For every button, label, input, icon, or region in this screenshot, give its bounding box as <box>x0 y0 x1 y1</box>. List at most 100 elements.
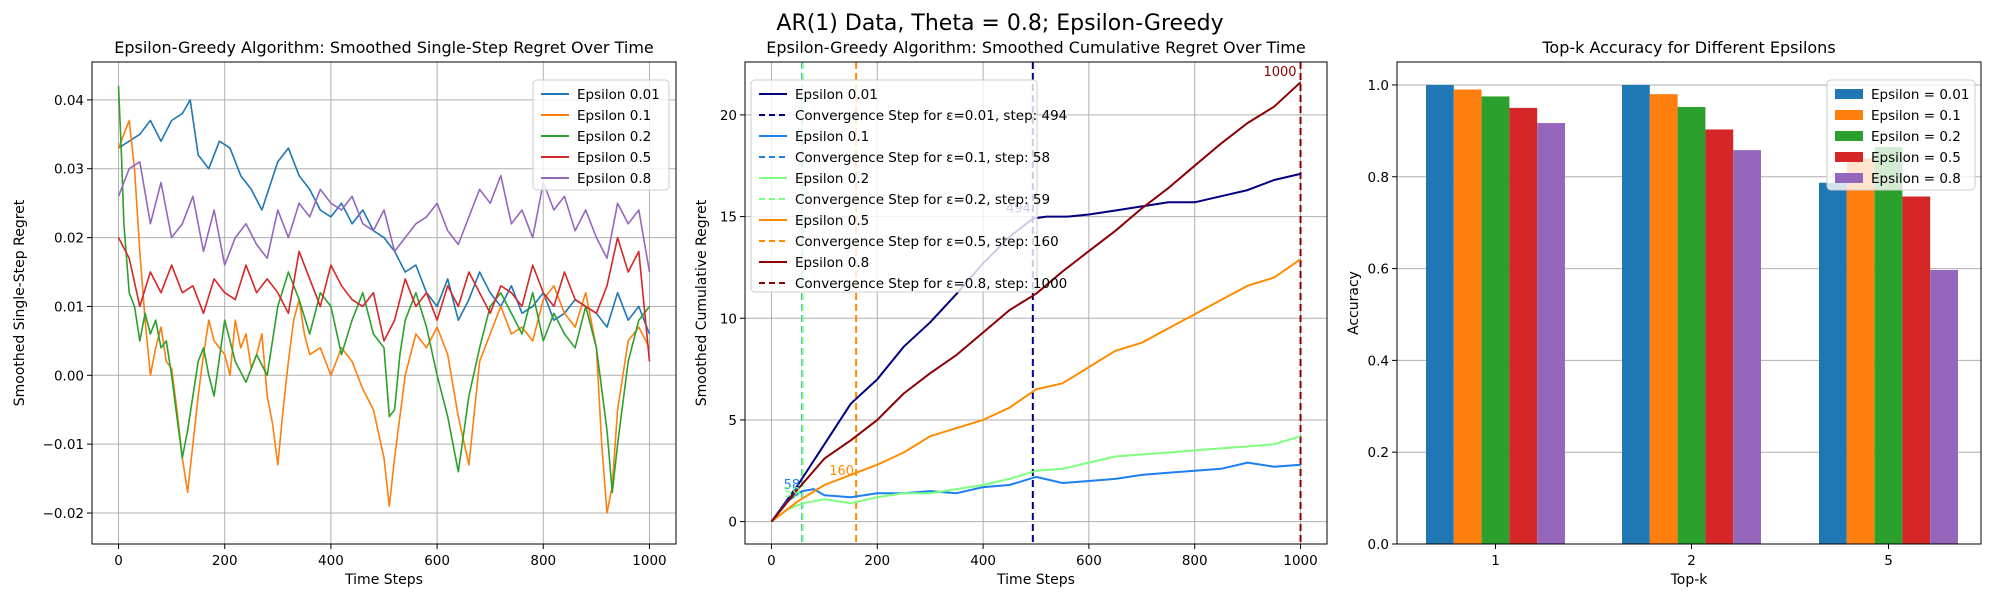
convergence-annotation: 1000 <box>1263 65 1296 80</box>
x-axis-label: Top-k <box>1670 572 1709 588</box>
legend-label: Epsilon 0.01 <box>795 87 878 103</box>
legend-label: Epsilon 0.8 <box>577 171 651 187</box>
y-tick-label: 10 <box>720 311 737 327</box>
y-tick-label: 0 <box>728 515 737 531</box>
series-line <box>770 81 1302 523</box>
axes-frame <box>91 61 677 545</box>
y-tick-label: 20 <box>720 108 737 124</box>
bar <box>1819 182 1847 544</box>
x-axis-label: Time Steps <box>344 572 423 588</box>
series-line <box>117 86 651 494</box>
y-tick-label: 0.01 <box>54 299 84 315</box>
axes-frame <box>744 61 1328 545</box>
y-tick-label: 0.04 <box>54 93 84 109</box>
chart-1: 0 200 400 600 800 1000 −0.02 −0.01 0.00 0.01 0.02 0… <box>12 38 677 588</box>
y-tick-label: 15 <box>720 210 737 226</box>
legend: Epsilon 0.01 Epsilon 0.1 Epsilon 0.2 Epsilo… <box>532 79 670 191</box>
y-tick-label: 0.2 <box>1368 445 1389 461</box>
axes-frame <box>1396 61 1982 545</box>
legend-label: Epsilon = 0.5 <box>1871 150 1961 166</box>
x-tick-label: 1000 <box>1283 553 1317 569</box>
bar <box>1930 269 1958 544</box>
convergence-annotation: 59 <box>784 486 801 501</box>
x-tick-label: 0 <box>114 553 123 569</box>
y-tick-label: −0.02 <box>43 506 84 522</box>
legend-label: Convergence Step for ε=0.2, step: 59 <box>795 192 1050 208</box>
bar <box>1537 123 1565 544</box>
bar <box>1902 196 1931 544</box>
legend-swatch <box>1835 131 1863 141</box>
legend-label: Epsilon 0.1 <box>795 129 869 145</box>
bar <box>1481 96 1510 544</box>
x-tick-label: 800 <box>1182 553 1208 569</box>
x-tick-label: 200 <box>864 553 890 569</box>
x-tick-label: 0 <box>767 553 776 569</box>
series-line <box>770 435 1301 523</box>
y-axis-label: Smoothed Cumulative Regret <box>694 199 710 406</box>
y-tick-label: 0.03 <box>54 162 84 178</box>
y-tick-label: 0.0 <box>1368 537 1389 553</box>
legend-swatch <box>1835 89 1863 99</box>
figure-suptitle: AR(1) Data, Theta = 0.8; Epsilon-Greedy <box>776 11 1223 36</box>
bar <box>1453 89 1482 545</box>
chart-title: Epsilon-Greedy Algorithm: Smoothed Singl… <box>114 38 654 57</box>
chart-title: Top-k Accuracy for Different Epsilons <box>1541 38 1835 57</box>
series-line <box>770 461 1301 523</box>
bar <box>1649 94 1678 544</box>
series-line <box>118 99 651 335</box>
legend-label: Epsilon = 0.2 <box>1871 129 1961 145</box>
legend: Epsilon = 0.01 Epsilon = 0.1 Epsilon = 0.2… <box>1826 79 1976 191</box>
legend-label: Convergence Step for ε=0.01, step: 494 <box>795 108 1067 124</box>
x-tick-label: 2 <box>1687 553 1696 569</box>
series-line <box>770 258 1302 523</box>
legend-label: Epsilon 0.2 <box>577 129 651 145</box>
legend-label: Convergence Step for ε=0.5, step: 160 <box>795 234 1059 250</box>
x-tick-label: 200 <box>212 553 238 569</box>
chart-title: Epsilon-Greedy Algorithm: Smoothed Cumul… <box>766 38 1305 57</box>
legend-swatch <box>1835 173 1863 183</box>
chart-2: 494585916010000200400600800100005101520E… <box>694 38 1328 588</box>
legend-label: Epsilon = 0.1 <box>1871 108 1961 124</box>
bar <box>1509 107 1538 545</box>
x-tick-label: 400 <box>318 553 344 569</box>
legend-label: Epsilon = 0.8 <box>1871 171 1961 187</box>
legend-frame <box>1826 79 1976 191</box>
bar <box>1846 158 1875 544</box>
series-line <box>117 161 651 273</box>
bar <box>1622 84 1650 544</box>
y-tick-label: 0.00 <box>54 368 84 384</box>
x-tick-label: 600 <box>424 553 450 569</box>
x-tick-label: 600 <box>1076 553 1102 569</box>
bar <box>1426 84 1454 544</box>
bar <box>1677 106 1706 544</box>
x-tick-label: 1 <box>1491 553 1500 569</box>
legend-label: Epsilon 0.5 <box>795 213 869 229</box>
legend-label: Epsilon 0.8 <box>795 255 869 271</box>
legend-label: Epsilon 0.5 <box>577 150 651 166</box>
legend-frame <box>750 79 1038 293</box>
y-tick-label: 0.6 <box>1368 262 1389 278</box>
x-tick-label: 800 <box>530 553 556 569</box>
x-tick-label: 400 <box>970 553 996 569</box>
legend-label: Epsilon 0.2 <box>795 171 869 187</box>
y-axis-label: Smoothed Single-Step Regret <box>12 199 28 406</box>
y-tick-label: 1.0 <box>1368 78 1389 94</box>
y-axis-label: Accuracy <box>1346 271 1362 335</box>
bar <box>1705 129 1734 545</box>
legend-label: Epsilon 0.01 <box>577 87 660 103</box>
x-tick-label: 1000 <box>632 553 666 569</box>
y-tick-label: 0.8 <box>1368 170 1389 186</box>
y-tick-label: 5 <box>728 413 737 429</box>
convergence-annotation: 58 <box>784 478 801 493</box>
convergence-annotation: 160 <box>829 464 854 479</box>
x-tick-label: 5 <box>1884 553 1893 569</box>
y-tick-label: 0.02 <box>54 231 84 247</box>
legend: Epsilon 0.01 Convergence Step for ε=0.01,… <box>750 79 1067 293</box>
legend-label: Convergence Step for ε=0.1, step: 58 <box>795 150 1050 166</box>
series-line <box>770 172 1301 523</box>
x-axis-label: Time Steps <box>996 572 1075 588</box>
series-line <box>117 236 651 362</box>
legend-label: Epsilon = 0.01 <box>1871 87 1969 103</box>
y-tick-label: 0.4 <box>1368 353 1389 369</box>
